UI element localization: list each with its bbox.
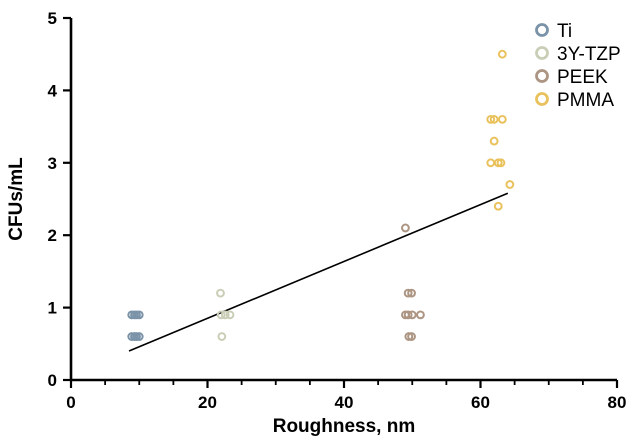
data-point [486,158,496,168]
x-tick-label: 20 [198,393,217,412]
data-point [225,310,235,320]
legend-label: 3Y-TZP [557,44,621,65]
y-tick-label: 4 [48,81,58,100]
data-point [486,114,496,124]
data-point [216,310,226,320]
x-tick-label: 60 [471,393,490,412]
x-tick-label: 40 [335,393,354,412]
data-point [407,332,416,341]
trendline [128,192,509,352]
x-tick-label: 0 [66,393,75,412]
data-point [489,114,499,124]
data-point [497,114,507,124]
legend-label: PEEK [557,67,608,88]
legend-marker [535,46,549,60]
data-point [134,332,144,341]
series-3y-tzp [216,288,235,341]
data-point [401,223,410,233]
y-tick-label: 0 [48,371,57,390]
data-point [217,332,227,341]
data-point [416,310,425,320]
legend-label: PMMA [557,90,614,111]
series-peek [401,223,425,341]
data-point [407,288,416,298]
legend-item: Ti [535,21,572,42]
x-axis-title: Roughness, nm [273,416,416,437]
legend-item: 3Y-TZP [535,44,621,65]
y-tick-label: 5 [48,9,57,28]
axes [69,18,617,382]
data-point [134,310,144,320]
series-pmma [486,49,515,211]
legend-marker [535,69,549,83]
legend-label: Ti [557,21,572,42]
legend-marker [535,92,549,106]
data-point [403,288,413,298]
data-point [505,180,515,189]
y-tick-label: 2 [48,226,57,245]
data-point [403,310,413,320]
data-point [220,310,230,320]
y-tick-label: 1 [48,299,57,318]
data-point [493,201,503,211]
ticks [63,16,619,388]
legend-marker [535,23,549,37]
data-points [127,49,515,341]
data-point [407,310,417,320]
y-tick-label: 3 [48,154,57,173]
data-point [496,158,506,168]
data-point [216,288,225,298]
legend-item: PEEK [535,67,608,88]
y-axis-title: CFUs/mL [6,157,27,241]
x-tick-label: 80 [608,393,627,412]
tick-labels: 0 20 40 60 80 0 1 2 3 4 5 [48,9,627,412]
data-point [497,49,507,59]
legend-item: PMMA [535,90,614,111]
series-ti [127,310,144,341]
data-point [489,136,499,146]
